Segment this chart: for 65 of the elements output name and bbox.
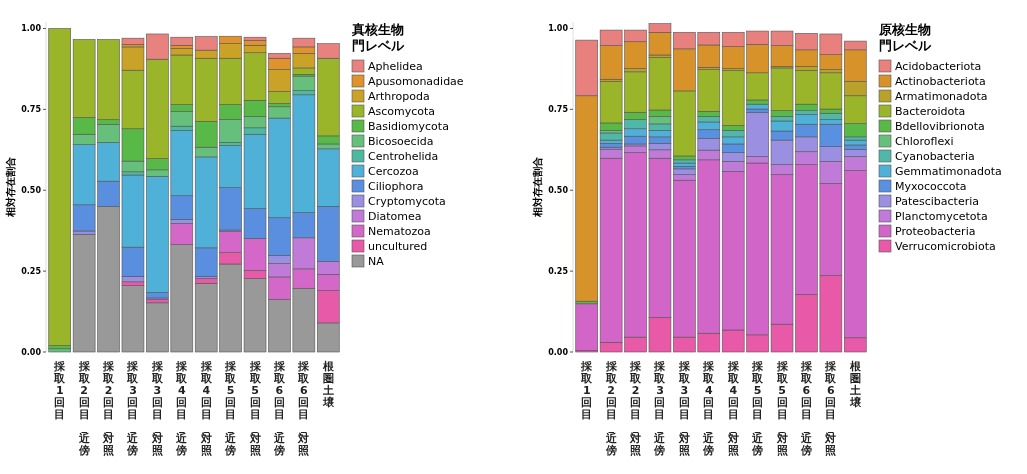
legend-label: Armatimonadota [895, 89, 988, 103]
x-tick-label: 採取2回目_近傍 [604, 360, 618, 457]
x-tick-label: 採取5回目_近傍 [224, 360, 238, 457]
legend-label: Actinobacteriota [895, 74, 986, 88]
y-tick-label: 0.25 [548, 266, 569, 276]
x-tick-label: 採取2回目_対照 [629, 360, 643, 457]
legend-label: Patescibacteria [895, 194, 979, 208]
legend-label: Arthropoda [368, 89, 430, 103]
legend-label: Chloroflexi [895, 134, 954, 148]
y-tick-label: 0.50 [548, 185, 569, 195]
legend-label: Verrucomicrobiota [895, 239, 996, 253]
legend-label: Planctomycetota [895, 209, 988, 223]
x-tick-label: 採取5回目_近傍 [751, 360, 765, 457]
x-tick-label: 採取6回目_近傍 [799, 360, 813, 457]
x-tick-label: 採取3回目_近傍 [126, 360, 140, 457]
x-tick-label: 根圏土壌 [321, 360, 335, 409]
legend-label: uncultured [368, 239, 428, 253]
legend-label: Cyanobacteria [895, 149, 975, 163]
x-tick-label: 採取4回目_対照 [199, 360, 213, 457]
legend-label: Gemmatimonadota [895, 164, 1002, 178]
y-tick-label: 1.00 [548, 24, 569, 34]
x-tick-label: 採取6回目_対照 [824, 360, 838, 457]
legend-title: 原核生物門レベル [878, 22, 932, 53]
legend-label: Bdellovibrionota [895, 119, 985, 133]
x-tick-label: 採取3回目_対照 [677, 360, 691, 457]
x-tick-label: 採取1回目 [580, 360, 594, 421]
x-tick-label: 採取6回目_対照 [297, 360, 311, 457]
legend-label: Basidiomycota [368, 119, 449, 133]
legend-label: Myxococcota [895, 179, 967, 193]
y-tick-label: 0.00 [21, 347, 42, 357]
x-tick-label: 採取3回目_近傍 [653, 360, 667, 457]
y-tick-label: 0.75 [21, 104, 42, 114]
x-tick-label: 採取5回目_対照 [248, 360, 262, 457]
x-tick-label: 採取4回目_近傍 [175, 360, 189, 457]
y-tick-label: 1.00 [21, 24, 42, 34]
y-tick-label: 0.00 [548, 347, 569, 357]
legend-label: Ascomycota [368, 104, 436, 118]
legend-label: Aphelidea [368, 59, 423, 73]
legend-label: Cryptomycota [368, 194, 446, 208]
x-tick-label: 採取3回目_対照 [150, 360, 164, 457]
legend-title: 真核生物門レベル [351, 22, 405, 53]
legend-label: Cercozoa [368, 164, 419, 178]
legend-label: Acidobacteriota [895, 59, 982, 73]
x-tick-label: 採取6回目_近傍 [272, 360, 286, 457]
legend-label: Nematozoa [368, 224, 431, 238]
x-tick-label: 採取4回目_近傍 [702, 360, 716, 457]
legend-label: NA [368, 254, 385, 268]
y-tick-label: 0.50 [21, 185, 42, 195]
x-tick-label: 根圏土壌 [848, 360, 862, 409]
legend-label: Proteobacteria [895, 224, 976, 238]
legend-label: Ciliophora [368, 179, 424, 193]
y-axis-title: 相対存在割合 [532, 156, 543, 218]
x-tick-label: 採取2回目_対照 [102, 360, 116, 457]
y-tick-label: 0.25 [21, 266, 42, 276]
x-tick-label: 採取5回目_対照 [775, 360, 789, 457]
legend-label: Apusomonadidae [368, 74, 464, 88]
legend-label: Bacteroidota [895, 104, 966, 118]
x-tick-label: 採取1回目 [53, 360, 67, 421]
y-tick-label: 0.75 [548, 104, 569, 114]
x-tick-label: 採取2回目_近傍 [77, 360, 91, 457]
y-axis-title: 相対存在割合 [5, 156, 16, 218]
x-tick-label: 採取4回目_対照 [726, 360, 740, 457]
legend-label: Diatomea [368, 209, 422, 223]
legend-label: Bicosoecida [368, 134, 434, 148]
legend-label: Centrohelida [368, 149, 439, 163]
